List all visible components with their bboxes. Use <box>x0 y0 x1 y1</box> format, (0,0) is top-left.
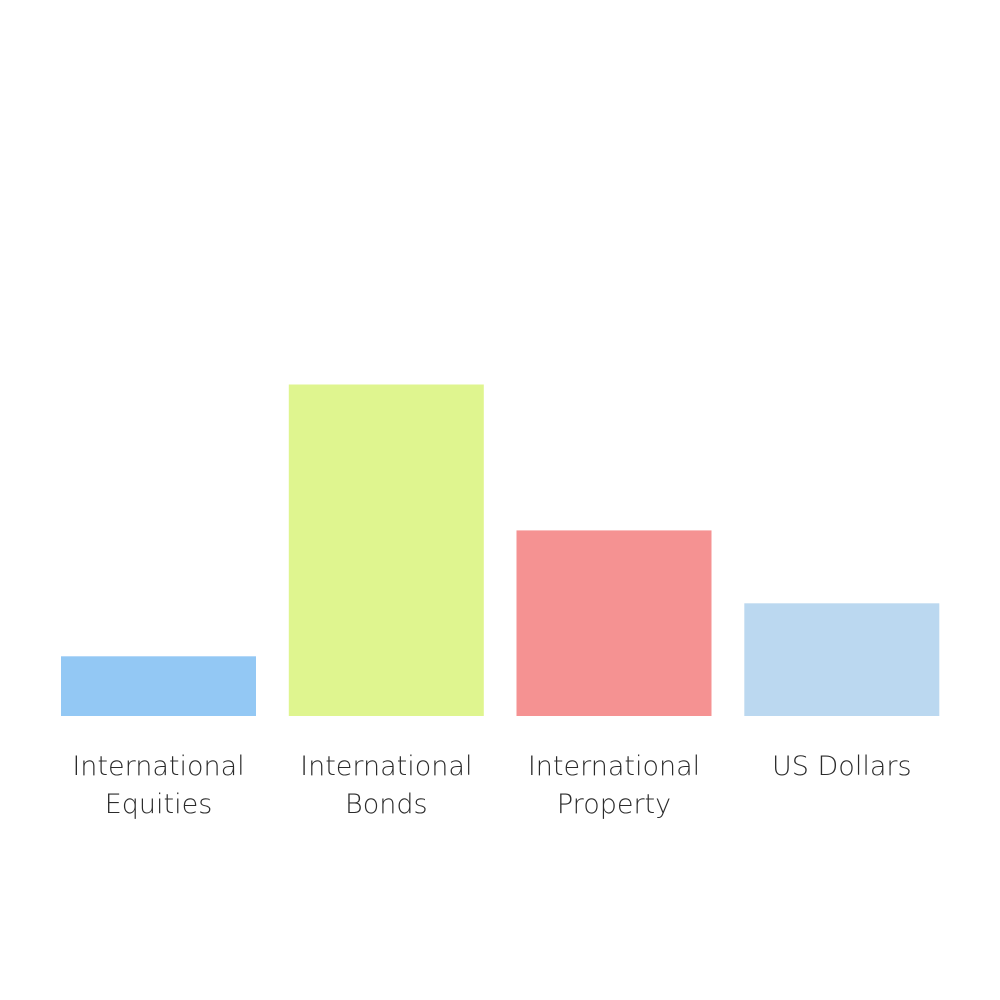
x-tick-label-line: Equities <box>105 789 213 820</box>
x-tick-label-line: Property <box>557 789 671 820</box>
x-tick-label-1: International Bonds <box>300 751 472 820</box>
x-tick-label-line: US Dollars <box>772 751 912 782</box>
x-tick-label-line: Bonds <box>345 789 428 820</box>
x-tick-label-2: International Property <box>528 751 700 820</box>
x-tick-label-line: International <box>300 751 472 782</box>
x-tick-label-line: International <box>528 751 700 782</box>
bar-2 <box>516 530 712 716</box>
x-tick-label-line: International <box>72 751 244 782</box>
bars-group <box>61 384 940 716</box>
bar-0 <box>61 656 256 716</box>
bar-3 <box>744 603 940 716</box>
bar-1 <box>288 384 484 716</box>
x-tick-label-0: International Equities <box>72 751 244 820</box>
x-tick-label-3: US Dollars <box>772 751 912 782</box>
